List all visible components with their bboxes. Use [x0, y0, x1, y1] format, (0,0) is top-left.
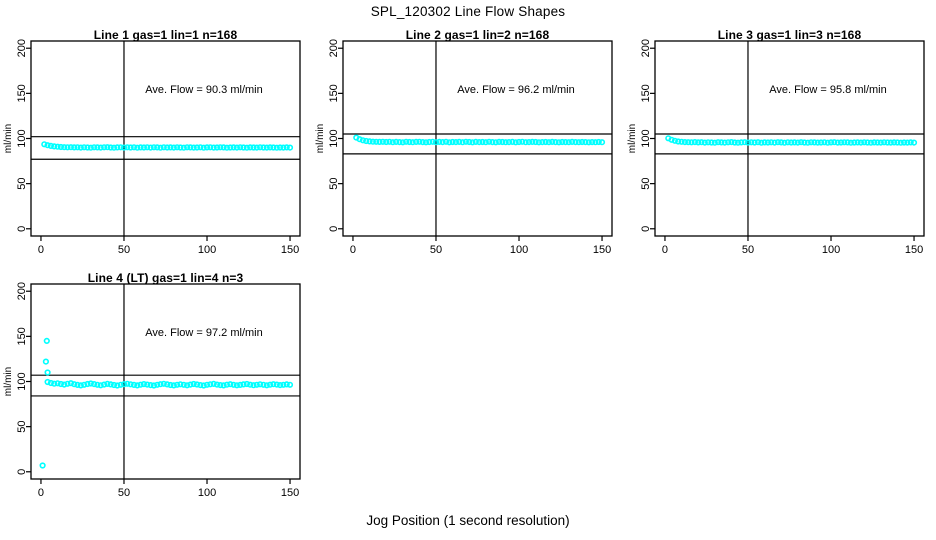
subplot-line-2: 0 50 100 150 0 50 100 150 200 ml/min Line 2 gas=1…: [312, 27, 624, 270]
y-axis-ticks: 0 50 100 150 200: [16, 282, 31, 475]
plot-box: [30, 40, 301, 237]
svg-text:100: 100: [822, 244, 840, 256]
data-points: [41, 141, 294, 151]
subplot-line-3-ave-flow-annotation: Ave. Flow = 95.8 ml/min: [769, 84, 887, 96]
svg-text:150: 150: [640, 84, 652, 102]
svg-text:50: 50: [742, 244, 754, 256]
reference-lines: [343, 41, 612, 236]
x-axis-ticks: 0 50 100 150: [662, 236, 923, 256]
data-points: [39, 337, 294, 469]
subplot-line-3: 0 50 100 150 0 50 100 150 200 ml/min Line 3 gas=1…: [624, 27, 936, 270]
subplot-line-4: 0 50 100 150 0 50 100 150 200 ml/min Line 4 (LT) …: [0, 270, 312, 513]
svg-text:0: 0: [16, 226, 28, 232]
svg-text:150: 150: [905, 244, 923, 256]
svg-text:100: 100: [510, 244, 528, 256]
figure-x-axis-label: Jog Position (1 second resolution): [366, 513, 570, 528]
svg-text:200: 200: [640, 39, 652, 57]
svg-text:0: 0: [640, 226, 652, 232]
svg-text:100: 100: [198, 487, 216, 499]
svg-text:0: 0: [328, 226, 340, 232]
svg-text:50: 50: [16, 178, 28, 190]
y-axis-ticks: 0 50 100 150 200: [16, 39, 31, 232]
svg-text:50: 50: [118, 487, 130, 499]
subplot-line-4-ave-flow-annotation: Ave. Flow = 97.2 ml/min: [145, 327, 263, 339]
svg-text:150: 150: [593, 244, 611, 256]
svg-text:50: 50: [640, 178, 652, 190]
svg-text:50: 50: [430, 244, 442, 256]
subplot-line-2-title: Line 2 gas=1 lin=2 n=168: [405, 28, 550, 42]
figure-title: SPL_120302 Line Flow Shapes: [370, 4, 566, 19]
data-points: [353, 134, 606, 146]
subplot-line-4-plot-area: 0 50 100 150 0 50 100 150 200 ml/min: [3, 282, 301, 499]
svg-text:150: 150: [328, 84, 340, 102]
svg-text:0: 0: [16, 469, 28, 475]
x-axis-ticks: 0 50 100 150: [38, 479, 299, 499]
svg-text:200: 200: [16, 39, 28, 57]
svg-text:50: 50: [118, 244, 130, 256]
svg-text:150: 150: [16, 327, 28, 345]
subplot-line-3-title: Line 3 gas=1 lin=3 n=168: [717, 28, 862, 42]
svg-text:50: 50: [16, 421, 28, 433]
y-axis-label: ml/min: [627, 124, 638, 153]
svg-text:100: 100: [198, 244, 216, 256]
reference-lines: [31, 41, 300, 236]
svg-text:200: 200: [16, 282, 28, 300]
svg-text:0: 0: [662, 244, 668, 256]
x-axis-ticks: 0 50 100 150: [350, 236, 611, 256]
reference-lines: [655, 41, 924, 236]
svg-text:100: 100: [16, 129, 28, 147]
subplot-line-1-ave-flow-annotation: Ave. Flow = 90.3 ml/min: [145, 84, 263, 96]
svg-text:150: 150: [16, 84, 28, 102]
svg-text:0: 0: [38, 244, 44, 256]
subplot-line-4-title: Line 4 (LT) gas=1 lin=4 n=3: [87, 271, 244, 285]
svg-text:200: 200: [328, 39, 340, 57]
y-axis-ticks: 0 50 100 150 200: [640, 39, 655, 232]
svg-text:150: 150: [281, 487, 299, 499]
y-axis-ticks: 0 50 100 150 200: [328, 39, 343, 232]
svg-text:100: 100: [16, 372, 28, 390]
subplot-line-2-plot-area: 0 50 100 150 0 50 100 150 200 ml/min: [315, 39, 613, 256]
svg-text:100: 100: [328, 129, 340, 147]
svg-text:0: 0: [38, 487, 44, 499]
plot-box: [342, 40, 613, 237]
subplot-line-3-plot-area: 0 50 100 150 0 50 100 150 200 ml/min: [627, 39, 925, 256]
plot-box: [654, 40, 925, 237]
subplot-line-1-title: Line 1 gas=1 lin=1 n=168: [93, 28, 238, 42]
subplot-line-1: 0 50 100 150 0 50 100 150 200 ml/min Line 1 gas=1…: [0, 27, 312, 270]
x-axis-ticks: 0 50 100 150: [38, 236, 299, 256]
y-axis-label: ml/min: [3, 367, 14, 396]
svg-text:150: 150: [281, 244, 299, 256]
y-axis-label: ml/min: [3, 124, 14, 153]
data-points: [665, 135, 918, 146]
svg-text:0: 0: [350, 244, 356, 256]
subplot-line-2-ave-flow-annotation: Ave. Flow = 96.2 ml/min: [457, 84, 575, 96]
svg-text:100: 100: [640, 129, 652, 147]
y-axis-label: ml/min: [315, 124, 326, 153]
subplot-line-1-plot-area: 0 50 100 150 0 50 100 150 200 ml/min: [3, 39, 301, 256]
svg-text:50: 50: [328, 178, 340, 190]
